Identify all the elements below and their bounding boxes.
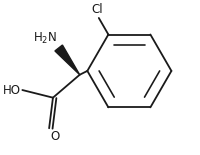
Text: O: O [50,130,59,143]
Text: HO: HO [2,84,20,97]
Text: H$_2$N: H$_2$N [32,31,56,46]
Text: Cl: Cl [91,3,102,16]
Polygon shape [55,45,79,75]
